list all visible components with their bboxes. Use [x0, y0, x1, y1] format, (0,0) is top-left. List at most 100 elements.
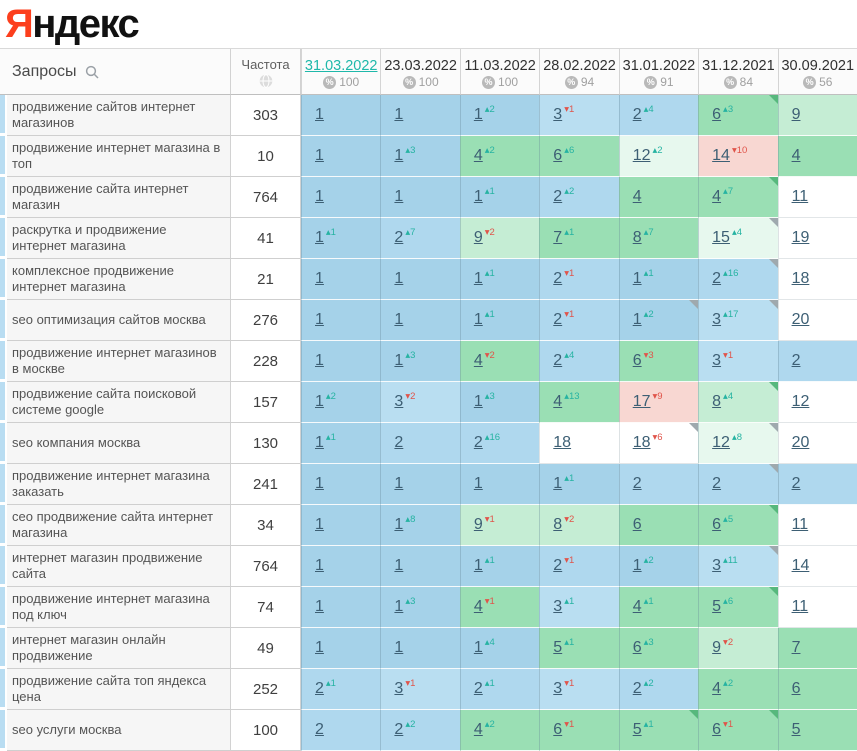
- position-value[interactable]: 5: [712, 598, 722, 615]
- date-link[interactable]: 28.02.2022: [543, 58, 616, 74]
- position-value[interactable]: 8: [553, 516, 563, 533]
- position-value[interactable]: 3: [553, 598, 563, 615]
- position-value[interactable]: 17: [632, 393, 651, 410]
- position-value[interactable]: 1: [394, 557, 404, 574]
- position-value[interactable]: 9: [791, 106, 801, 123]
- position-value[interactable]: 6: [553, 147, 563, 164]
- date-link[interactable]: 30.09.2021: [781, 58, 855, 74]
- query-cell[interactable]: сео продвижение сайта интернет магазина: [7, 505, 231, 546]
- position-value[interactable]: 4: [791, 147, 801, 164]
- position-value[interactable]: 4: [632, 188, 642, 205]
- position-value[interactable]: 2: [632, 680, 642, 697]
- position-value[interactable]: 6: [712, 721, 722, 738]
- position-value[interactable]: 1: [632, 270, 642, 287]
- position-value[interactable]: 2: [553, 352, 563, 369]
- position-value[interactable]: 9: [473, 229, 483, 246]
- position-value[interactable]: 14: [712, 147, 730, 164]
- position-value[interactable]: 4: [632, 598, 642, 615]
- position-value[interactable]: 5: [553, 639, 563, 656]
- query-cell[interactable]: продвижение интернет магазина под ключ: [7, 587, 231, 628]
- position-value[interactable]: 1: [315, 311, 324, 328]
- position-value[interactable]: 3: [394, 680, 404, 697]
- position-value[interactable]: 1: [315, 147, 324, 164]
- position-value[interactable]: 1: [394, 147, 404, 164]
- position-value[interactable]: 1: [315, 106, 324, 123]
- position-value[interactable]: 2: [632, 106, 642, 123]
- position-value[interactable]: 1: [394, 188, 404, 205]
- position-value[interactable]: 2: [473, 434, 483, 451]
- query-cell[interactable]: seo оптимизация сайтов москва: [7, 300, 231, 341]
- position-value[interactable]: 4: [473, 352, 483, 369]
- position-value[interactable]: 1: [473, 188, 483, 205]
- position-value[interactable]: 1: [315, 393, 324, 410]
- position-value[interactable]: 2: [553, 557, 563, 574]
- position-value[interactable]: 1: [315, 475, 324, 492]
- position-value[interactable]: 2: [712, 270, 722, 287]
- position-value[interactable]: 1: [473, 557, 483, 574]
- position-value[interactable]: 3: [553, 106, 563, 123]
- position-value[interactable]: 1: [473, 393, 483, 410]
- position-value[interactable]: 6: [632, 352, 642, 369]
- position-value[interactable]: 1: [315, 598, 324, 615]
- position-value[interactable]: 18: [632, 434, 651, 451]
- position-value[interactable]: 1: [315, 270, 324, 287]
- date-link[interactable]: 31.01.2022: [622, 58, 696, 74]
- date-link[interactable]: 31.03.2022: [304, 58, 378, 74]
- position-value[interactable]: 6: [712, 106, 722, 123]
- position-value[interactable]: 5: [632, 721, 642, 738]
- query-cell[interactable]: продвижение сайтов интернет магазинов: [7, 95, 231, 136]
- position-value[interactable]: 20: [791, 311, 810, 328]
- position-value[interactable]: 14: [791, 557, 810, 574]
- position-value[interactable]: 6: [553, 721, 563, 738]
- position-value[interactable]: 2: [394, 434, 404, 451]
- query-cell[interactable]: seo услуги москва: [7, 710, 231, 751]
- position-value[interactable]: 1: [394, 598, 404, 615]
- date-link[interactable]: 31.12.2021: [702, 58, 775, 74]
- position-value[interactable]: 18: [553, 434, 572, 451]
- position-value[interactable]: 12: [632, 147, 651, 164]
- position-value[interactable]: 1: [632, 311, 642, 328]
- position-value[interactable]: 6: [632, 639, 642, 656]
- position-value[interactable]: 2: [315, 680, 324, 697]
- position-value[interactable]: 3: [394, 393, 404, 410]
- position-value[interactable]: 1: [315, 352, 324, 369]
- position-value[interactable]: 1: [394, 639, 404, 656]
- position-value[interactable]: 11: [791, 516, 809, 533]
- position-value[interactable]: 11: [791, 188, 809, 205]
- position-value[interactable]: 1: [315, 557, 324, 574]
- position-value[interactable]: 2: [791, 475, 801, 492]
- position-value[interactable]: 2: [712, 475, 722, 492]
- position-value[interactable]: 1: [315, 229, 324, 246]
- position-value[interactable]: 1: [315, 188, 324, 205]
- position-value[interactable]: 1: [394, 311, 404, 328]
- position-value[interactable]: 12: [712, 434, 730, 451]
- position-value[interactable]: 1: [315, 516, 324, 533]
- query-cell[interactable]: продвижение интернет магазинов в москве: [7, 341, 231, 382]
- position-value[interactable]: 8: [632, 229, 642, 246]
- query-cell[interactable]: интернет магазин продвижение сайта: [7, 546, 231, 587]
- position-value[interactable]: 6: [791, 680, 801, 697]
- position-value[interactable]: 1: [394, 516, 404, 533]
- position-value[interactable]: 7: [791, 639, 801, 656]
- position-value[interactable]: 2: [553, 270, 563, 287]
- position-value[interactable]: 1: [473, 475, 483, 492]
- query-cell[interactable]: продвижение интернет магазина заказать: [7, 464, 231, 505]
- position-value[interactable]: 2: [315, 721, 324, 738]
- position-value[interactable]: 19: [791, 229, 810, 246]
- position-value[interactable]: 1: [394, 270, 404, 287]
- position-value[interactable]: 1: [315, 639, 324, 656]
- date-link[interactable]: 11.03.2022: [464, 58, 536, 74]
- position-value[interactable]: 6: [712, 516, 722, 533]
- position-value[interactable]: 3: [712, 352, 722, 369]
- position-value[interactable]: 4: [473, 147, 483, 164]
- position-value[interactable]: 1: [473, 106, 483, 123]
- position-value[interactable]: 4: [712, 188, 722, 205]
- position-value[interactable]: 4: [473, 598, 483, 615]
- position-value[interactable]: 1: [394, 352, 404, 369]
- position-value[interactable]: 2: [553, 311, 563, 328]
- position-value[interactable]: 1: [394, 475, 404, 492]
- query-cell[interactable]: продвижение сайта топ яндекса цена: [7, 669, 231, 710]
- position-value[interactable]: 1: [632, 557, 642, 574]
- position-value[interactable]: 1: [473, 270, 483, 287]
